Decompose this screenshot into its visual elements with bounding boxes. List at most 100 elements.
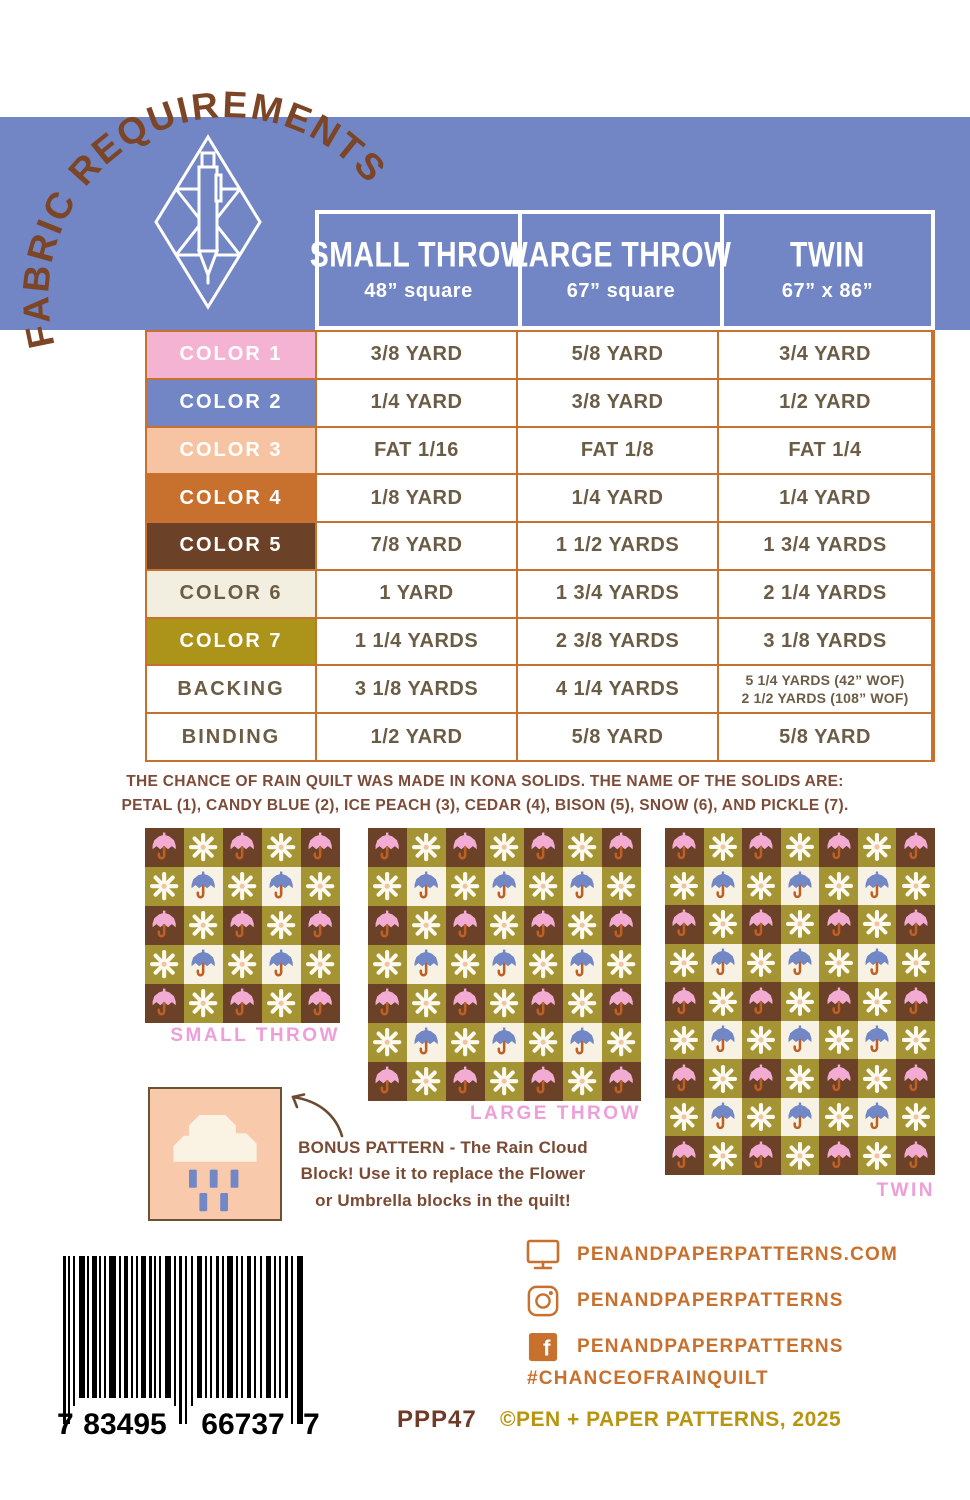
umbrella-icon <box>230 988 255 1016</box>
yardage-cell: 1 YARD <box>317 570 516 617</box>
quilt-block-pink-umbrella <box>524 1062 563 1101</box>
quilt-block-flower <box>857 1136 897 1175</box>
umbrella-icon <box>749 1141 773 1168</box>
flower-icon <box>747 1103 776 1132</box>
umbrella-icon <box>492 1027 517 1055</box>
quilt-block-flower <box>446 867 485 906</box>
yardage-cell: 3/8 YARD <box>518 379 717 426</box>
quilt-block-blue-umbrella <box>563 945 602 984</box>
umbrella-icon <box>788 948 812 976</box>
umbrella-icon <box>269 949 294 977</box>
quilt-block-flower <box>665 1020 704 1060</box>
quilt-label-twin: TWIN <box>876 1180 935 1201</box>
quilt-block-pink-umbrella <box>665 982 704 1021</box>
umbrella-icon <box>375 910 400 938</box>
quilt-block-flower <box>602 945 641 984</box>
flower-icon <box>189 833 218 862</box>
col-subtitle: 67” square <box>566 280 676 302</box>
flower-icon <box>189 911 218 940</box>
flower-icon <box>901 948 930 977</box>
quilt-block-pink-umbrella <box>223 906 262 945</box>
quilt-block-pink-umbrella <box>368 906 407 945</box>
umbrella-icon <box>570 949 595 977</box>
umbrella-icon <box>230 832 255 860</box>
row-label-color-3: COLOR 3 <box>147 427 315 474</box>
umbrella-icon <box>191 871 216 899</box>
flower-icon <box>451 1028 480 1057</box>
quilt-block-pink-umbrella <box>301 828 340 867</box>
flower-icon <box>412 911 441 940</box>
quilt-block-flower <box>819 866 858 906</box>
quilt-block-flower <box>407 828 446 867</box>
umbrella-icon <box>672 909 696 937</box>
quilt-block-flower <box>703 828 743 867</box>
quilt-block-pink-umbrella <box>896 1059 935 1098</box>
umbrella-icon <box>152 832 177 860</box>
quilt-block-flower <box>857 905 897 944</box>
yardage-cell: 3 1/8 YARDS <box>317 666 516 713</box>
quilt-block-flower <box>602 867 641 906</box>
quilt-block-flower <box>524 945 563 984</box>
quilt-block-flower <box>262 828 301 867</box>
quilt-block-pink-umbrella <box>145 906 184 945</box>
quilt-block-pink-umbrella <box>368 1062 407 1101</box>
quilt-block-pink-umbrella <box>602 828 641 867</box>
quilt-block-blue-umbrella <box>485 945 524 984</box>
col-subtitle: 48” square <box>364 280 473 302</box>
flower-icon <box>267 989 296 1018</box>
yardage-cell: FAT 1/4 <box>719 427 931 474</box>
row-label-color-5: COLOR 5 <box>147 523 315 569</box>
quilt-block-blue-umbrella <box>407 867 446 906</box>
social-handle: PENANDPAPERPATTERNS <box>577 1290 844 1311</box>
quilt-block-flower <box>524 867 563 906</box>
quilt-block-flower <box>184 984 223 1023</box>
col-header-small-throw: SMALL THROW 48” square <box>309 214 527 326</box>
quilt-block-pink-umbrella <box>819 1059 858 1098</box>
umbrella-icon <box>230 910 255 938</box>
quilt-block-blue-umbrella <box>485 1023 524 1062</box>
quilt-block-pink-umbrella <box>602 906 641 945</box>
quilt-block-flower <box>703 1059 743 1098</box>
quilt-block-flower <box>407 984 446 1023</box>
quilt-block-flower <box>857 982 897 1021</box>
rain-cloud-block <box>148 1087 282 1221</box>
quilt-block-flower <box>301 867 340 906</box>
quilt-block-flower <box>602 1023 641 1062</box>
copyright: ©PEN + PAPER PATTERNS, 2025 <box>500 1408 842 1431</box>
flower-icon <box>490 989 519 1018</box>
umbrella-icon <box>827 832 850 860</box>
col-header-large-throw: LARGE THROW 67” square <box>511 214 731 326</box>
quilt-block-pink-umbrella <box>742 828 781 867</box>
flower-icon <box>708 910 737 939</box>
col-subtitle: 67” x 86” <box>781 280 874 302</box>
quilt-block-pink-umbrella <box>896 982 935 1021</box>
flower-icon <box>529 1028 558 1057</box>
flower-icon <box>451 950 480 979</box>
quilt-block-flower <box>742 943 781 983</box>
umbrella-icon <box>191 949 216 977</box>
umbrella-icon <box>711 1102 735 1130</box>
bonus-line-3: or Umbrella blocks in the quilt! <box>315 1190 571 1210</box>
yardage-cell: 1 3/4 YARDS <box>719 523 931 569</box>
pattern-sku: PPP47 <box>397 1406 477 1433</box>
quilt-block-flower <box>563 906 602 945</box>
quilt-label-large-throw: LARGE THROW <box>469 1103 641 1124</box>
umbrella-icon <box>788 1102 812 1130</box>
quilt-block-pink-umbrella <box>368 984 407 1023</box>
quilt-block-flower <box>563 828 602 867</box>
quilt-block-flower <box>301 945 340 984</box>
flower-icon <box>490 833 519 862</box>
umbrella-icon <box>865 1102 889 1130</box>
quilt-block-flower <box>145 867 184 906</box>
quilt-block-pink-umbrella <box>446 828 485 867</box>
rain-cloud-icon <box>173 1115 257 1212</box>
col-title: LARGE THROW <box>510 235 732 275</box>
yardage-cell: 4 1/4 YARDS <box>518 666 717 713</box>
quilt-block-flower <box>446 945 485 984</box>
quilt-block-pink-umbrella <box>446 1062 485 1101</box>
yardage-cell: 1/2 YARD <box>317 714 516 760</box>
row-label-color-6: COLOR 6 <box>147 570 315 617</box>
umbrella-icon <box>749 987 773 1014</box>
quilt-block-pink-umbrella <box>742 905 781 944</box>
umbrella-icon <box>749 832 773 860</box>
